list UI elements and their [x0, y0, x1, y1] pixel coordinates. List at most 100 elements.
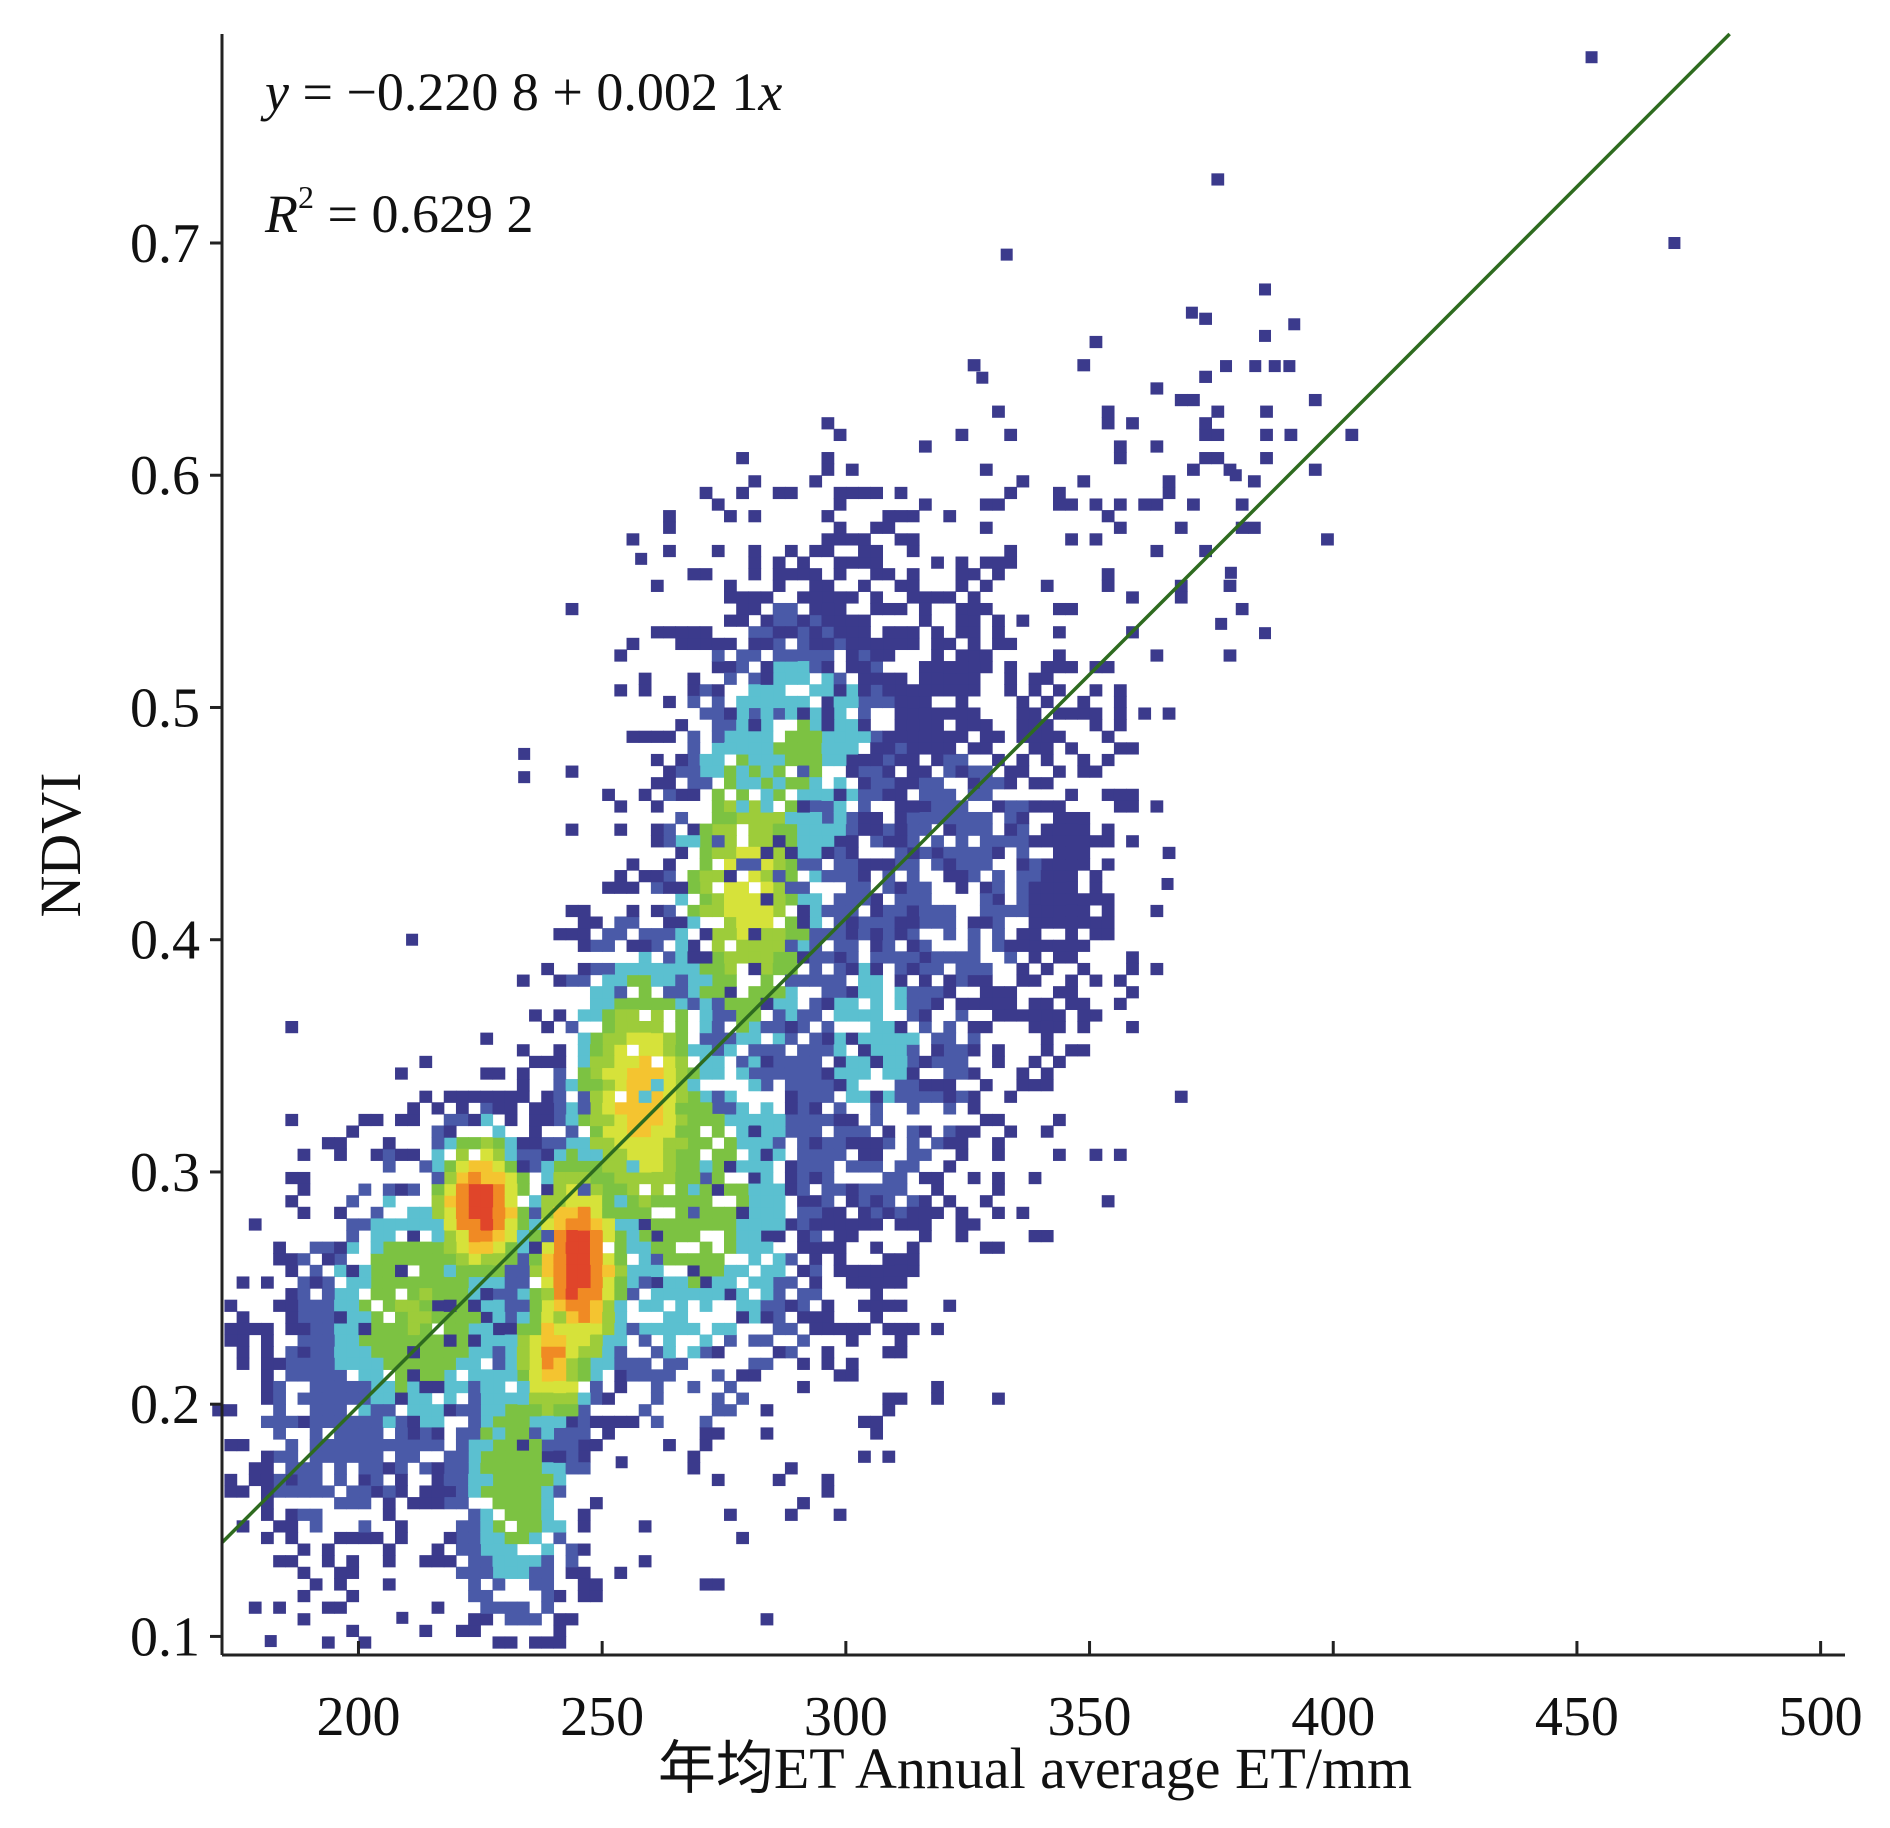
density-cell — [565, 1020, 579, 1034]
density-cell — [565, 1241, 579, 1254]
density-cell — [858, 916, 871, 929]
density-cell — [736, 649, 749, 662]
density-cell — [650, 1299, 664, 1312]
density-cell — [882, 835, 896, 848]
density-cell — [894, 1346, 908, 1359]
density-cell — [516, 1044, 530, 1057]
density-cell — [711, 1264, 725, 1278]
density-cell — [906, 1148, 920, 1161]
density-cell — [906, 637, 920, 651]
density-cell — [724, 510, 737, 523]
density-cell — [675, 1322, 689, 1336]
density-cell — [468, 1415, 481, 1429]
density-cell — [845, 1334, 859, 1347]
density-cell — [967, 661, 981, 674]
density-cell — [468, 1160, 481, 1173]
density-cell — [492, 1322, 506, 1336]
density-cell — [955, 649, 969, 662]
density-cell — [334, 1566, 347, 1579]
density-cell — [602, 1113, 615, 1127]
density-cell — [724, 1276, 737, 1289]
density-cell — [955, 1009, 969, 1022]
density-cell — [431, 1404, 445, 1417]
density-cell — [943, 928, 957, 941]
density-cell — [699, 1264, 713, 1278]
density-cell — [833, 742, 847, 755]
density-cell — [565, 1253, 579, 1266]
density-cell — [1016, 962, 1030, 976]
density-cell — [1150, 800, 1164, 813]
density-cell — [797, 707, 810, 720]
density-cell — [565, 1334, 579, 1347]
density-cell — [553, 1485, 567, 1498]
density-cell — [516, 1601, 530, 1614]
density-cell — [650, 1148, 664, 1161]
density-cell — [736, 1055, 749, 1069]
density-cell — [784, 730, 798, 743]
density-cell — [1065, 707, 1078, 720]
density-cell — [845, 846, 859, 860]
density-cell — [906, 742, 920, 755]
density-cell — [553, 1264, 567, 1278]
density-cell — [675, 1055, 689, 1069]
density-cell — [480, 1137, 494, 1150]
density-cell — [906, 719, 920, 732]
density-cell — [614, 1160, 628, 1173]
density-cell — [821, 544, 835, 558]
density-cell — [1089, 916, 1103, 929]
density-cell — [541, 1473, 555, 1487]
density-cell — [443, 1531, 457, 1545]
density-cell — [358, 1473, 372, 1487]
density-cell — [443, 1555, 457, 1568]
density-cell — [736, 1160, 749, 1173]
density-cell — [480, 1404, 494, 1417]
density-cell — [1016, 753, 1030, 767]
outlier-point — [1268, 360, 1281, 373]
density-cell — [784, 1346, 798, 1359]
density-cell — [650, 974, 664, 987]
density-cell — [797, 916, 810, 929]
density-cell — [285, 1520, 299, 1533]
density-cell — [833, 1183, 847, 1196]
outlier-point — [518, 771, 531, 784]
density-cell — [663, 881, 676, 894]
density-cell — [1040, 672, 1054, 685]
density-cell — [1235, 602, 1249, 616]
density-cell — [663, 777, 676, 790]
density-cell — [663, 1102, 676, 1115]
density-cell — [772, 962, 786, 976]
density-cell — [821, 637, 835, 651]
density-cell — [492, 1439, 506, 1452]
density-cell — [395, 1264, 408, 1278]
density-cell — [346, 1392, 360, 1405]
density-cell — [577, 1276, 591, 1289]
density-cell — [821, 1032, 835, 1045]
density-cell — [529, 1636, 542, 1649]
density-cell — [504, 1160, 518, 1173]
density-cell — [711, 1369, 725, 1382]
density-cell — [407, 1102, 420, 1115]
density-cell — [334, 1380, 347, 1394]
density-cell — [724, 707, 737, 720]
density-cell — [638, 870, 652, 883]
y-tick-label: 0.2 — [130, 1374, 200, 1436]
density-cell — [492, 1357, 506, 1370]
density-cell — [663, 1113, 676, 1127]
density-cell — [431, 1230, 445, 1243]
density-cells — [212, 173, 1359, 1649]
density-cell — [931, 556, 944, 569]
density-cell — [382, 1148, 396, 1161]
outlier-point — [1259, 627, 1272, 640]
density-cell — [918, 1079, 932, 1092]
density-cell — [797, 1090, 810, 1103]
density-cell — [992, 904, 1005, 918]
density-cell — [992, 1137, 1005, 1150]
density-cell — [626, 881, 640, 894]
density-cell — [809, 684, 823, 697]
density-cell — [260, 1392, 274, 1405]
density-cell — [1040, 777, 1054, 790]
density-cell — [724, 1044, 737, 1057]
density-cell — [370, 1113, 384, 1127]
density-cell — [553, 1044, 567, 1057]
density-cell — [760, 672, 774, 685]
